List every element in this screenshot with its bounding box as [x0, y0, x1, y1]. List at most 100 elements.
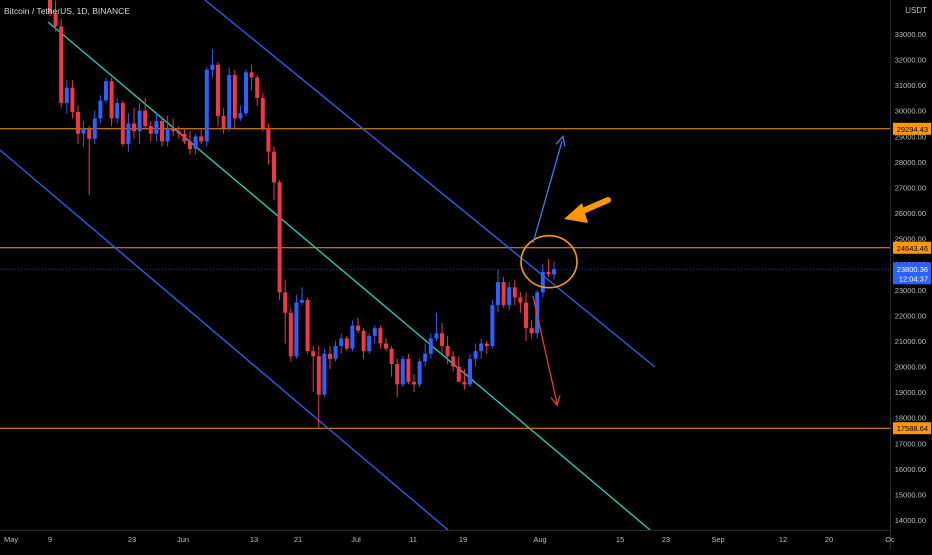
- channel-line-middle: [47, 21, 651, 531]
- candle-body: [232, 74, 237, 119]
- candle-body: [356, 325, 360, 331]
- candle-body: [479, 343, 484, 352]
- candle-body: [328, 353, 332, 359]
- candle-body: [255, 77, 260, 98]
- candle-body: [64, 87, 69, 104]
- candle-body: [199, 136, 204, 142]
- candle-body: [384, 343, 388, 349]
- candle-body: [473, 351, 478, 359]
- candle-body: [540, 271, 545, 293]
- up-arrow-shaft: [532, 141, 563, 244]
- candle-body: [249, 72, 254, 78]
- candle-body: [244, 72, 248, 114]
- candle-body: [552, 269, 556, 275]
- candle-body: [204, 69, 209, 142]
- candle-body: [333, 346, 338, 359]
- candle-body: [92, 118, 97, 139]
- candle-body: [216, 64, 220, 116]
- candle-body: [182, 133, 187, 142]
- breakout-circle: [520, 234, 578, 289]
- candle-body: [440, 333, 444, 347]
- annotations: [520, 134, 611, 407]
- up-arrow-head: [555, 134, 566, 147]
- symbol-title[interactable]: Bitcoin / TetherUS, 1D, BINANCE: [4, 6, 130, 16]
- channel-line-upper: [204, 0, 656, 368]
- candle-body: [311, 351, 316, 357]
- candle-body: [188, 141, 192, 150]
- candle-body: [137, 110, 142, 132]
- candle-body: [87, 128, 92, 139]
- candle-body: [490, 305, 495, 347]
- currency-label: USDT: [905, 6, 927, 15]
- candle-body: [266, 128, 271, 152]
- candle-body: [288, 312, 293, 357]
- candle-body: [378, 328, 383, 344]
- time-axis-divider: [0, 530, 890, 531]
- candle-body: [210, 64, 215, 70]
- candle-body: [171, 128, 176, 132]
- candle-body: [412, 381, 416, 385]
- candle-body: [109, 81, 114, 119]
- candle-body: [339, 338, 344, 347]
- candle-body: [361, 330, 366, 352]
- candle-body: [193, 136, 198, 150]
- candle-body: [154, 120, 159, 134]
- candle-body: [132, 123, 136, 132]
- candle-body: [76, 112, 80, 134]
- price-axis[interactable]: USDT: [890, 0, 932, 550]
- candle-body: [512, 287, 517, 298]
- candle-body: [48, 0, 52, 14]
- candle-body: [53, 13, 58, 27]
- candle-body: [316, 356, 321, 395]
- candle-body: [400, 358, 405, 385]
- candle-body: [389, 348, 394, 364]
- candle-body: [283, 292, 288, 313]
- candle-body: [176, 131, 181, 134]
- candle-body: [81, 128, 86, 134]
- candle-body: [120, 103, 125, 144]
- candle-body: [367, 335, 372, 352]
- candle-body: [372, 328, 377, 336]
- candle-body: [428, 338, 433, 354]
- candle-body: [344, 338, 349, 349]
- candle-body: [451, 356, 456, 367]
- candle-body: [395, 363, 400, 385]
- candle-body: [423, 353, 428, 362]
- candle-body: [546, 271, 551, 275]
- candle-body: [70, 87, 75, 113]
- candle-body: [496, 282, 500, 306]
- candle-body: [227, 74, 232, 129]
- candle-body: [322, 353, 327, 395]
- candle-body: [501, 282, 506, 306]
- candle-body: [115, 103, 120, 119]
- candle-body: [59, 26, 64, 104]
- candle-body: [417, 361, 422, 385]
- candle-body: [524, 302, 528, 329]
- candle-body: [277, 182, 282, 293]
- down-arrow-shaft: [532, 295, 558, 404]
- candle-body: [300, 300, 304, 303]
- candle-body: [238, 113, 243, 119]
- horizontal-levels: [0, 128, 890, 429]
- candle-body: [445, 346, 450, 357]
- trend-channel: [0, 0, 656, 531]
- candlesticks: [48, 0, 556, 428]
- candle-body: [143, 110, 148, 127]
- candle-body: [272, 151, 276, 183]
- candle-body: [462, 381, 467, 385]
- candle-body: [165, 128, 170, 142]
- pointer-arrow-head: [564, 203, 588, 223]
- candle-body: [148, 126, 153, 134]
- candle-body: [406, 358, 411, 382]
- candle-body: [507, 287, 512, 306]
- candle-body: [518, 297, 523, 303]
- candle-body: [456, 366, 461, 382]
- candle-body: [484, 343, 489, 347]
- candle-body: [350, 325, 355, 349]
- channel-line-lower: [0, 149, 449, 531]
- candle-body: [126, 123, 131, 144]
- candle-body: [434, 333, 439, 339]
- candle-body: [529, 328, 534, 334]
